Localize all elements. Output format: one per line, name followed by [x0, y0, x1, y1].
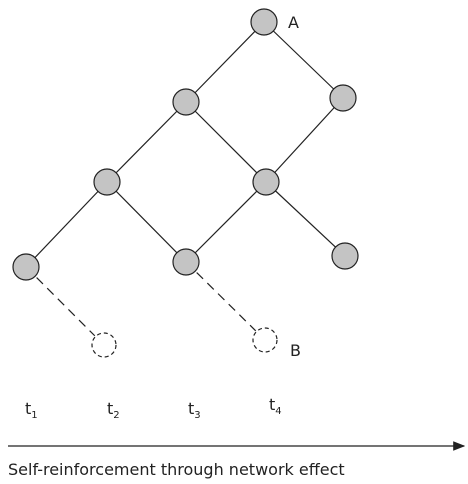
edge [185, 101, 267, 183]
dashed-edge [25, 266, 105, 346]
future-node [252, 327, 278, 353]
time-label: t3 [188, 399, 201, 421]
edge [185, 21, 265, 103]
node [329, 84, 357, 112]
nodes [12, 8, 359, 358]
time-label-text: t [269, 395, 275, 414]
edge [263, 21, 344, 99]
future-node [91, 332, 117, 358]
time-label: t1 [25, 399, 38, 421]
time-label: t4 [269, 395, 282, 417]
dashed-edge [185, 261, 266, 341]
edge [106, 101, 187, 183]
edge [185, 181, 267, 263]
node [12, 253, 40, 281]
time-labels: t1 t2 t3 t4 [25, 395, 282, 421]
node [93, 168, 121, 196]
node [172, 248, 200, 276]
edge [25, 181, 108, 268]
node [252, 168, 280, 196]
time-label-sub: 2 [113, 410, 119, 421]
node-label: B [290, 341, 301, 360]
caption: Self-reinforcement through network effec… [8, 460, 345, 479]
edges [25, 21, 346, 346]
edge [265, 97, 344, 183]
node-mask [91, 332, 117, 358]
time-label-text: t [25, 399, 31, 418]
time-label-sub: 1 [31, 410, 37, 421]
time-label-text: t [107, 399, 113, 418]
edge [265, 181, 346, 257]
node [172, 88, 200, 116]
node-mask [252, 327, 278, 353]
time-label-text: t [188, 399, 194, 418]
node [250, 8, 278, 36]
edge [106, 181, 187, 263]
time-label-sub: 4 [275, 406, 281, 417]
node [331, 242, 359, 270]
node-label: A [288, 13, 299, 32]
time-label: t2 [107, 399, 120, 421]
time-label-sub: 3 [194, 410, 200, 421]
